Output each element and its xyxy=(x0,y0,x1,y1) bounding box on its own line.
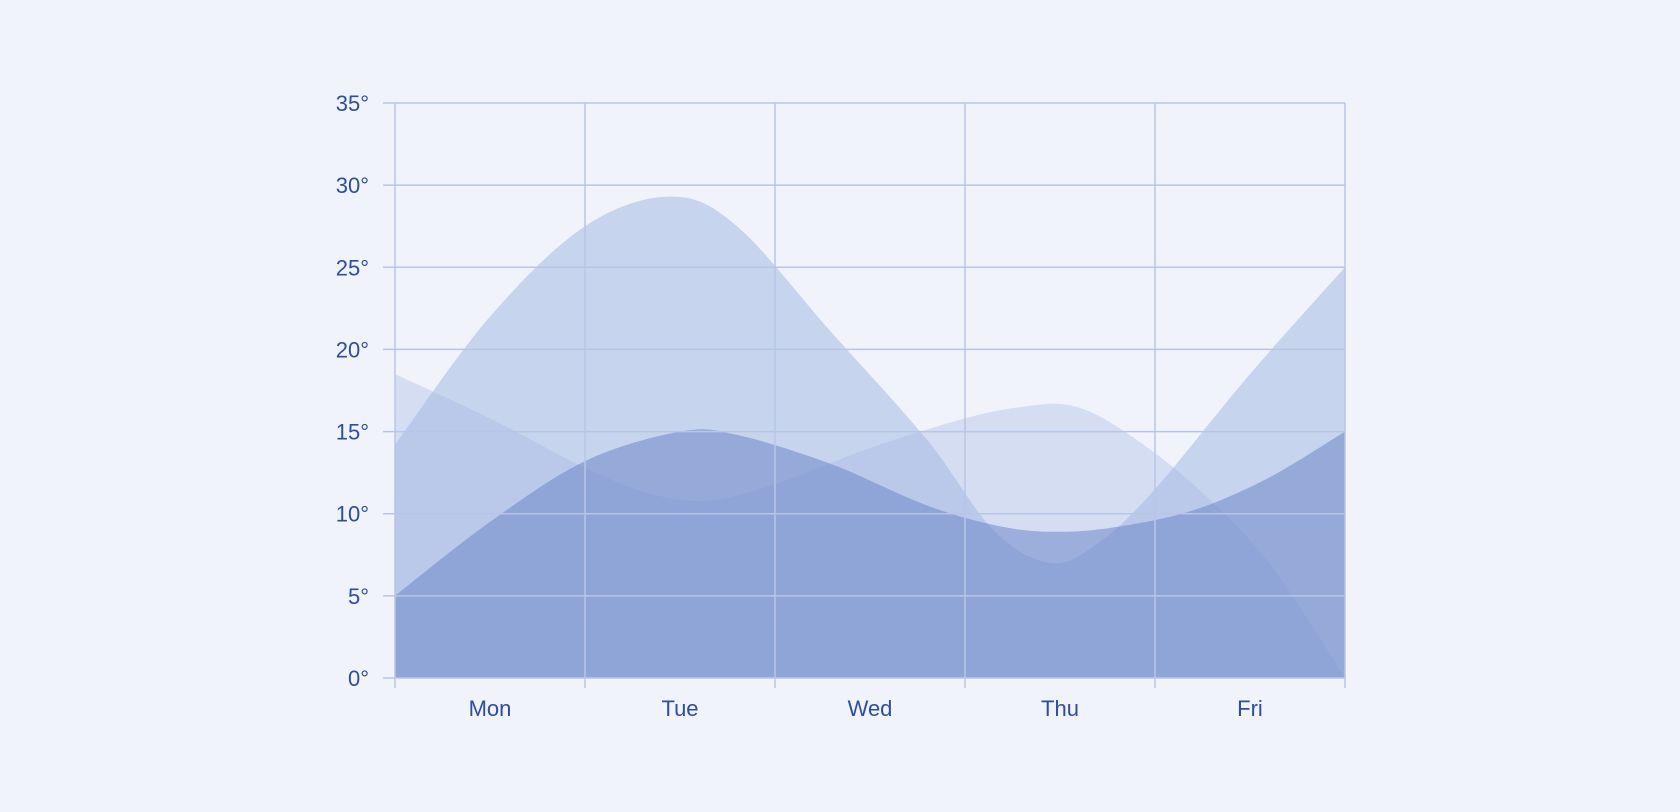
x-tick-label: Wed xyxy=(848,696,893,721)
x-tick-label: Fri xyxy=(1237,696,1263,721)
y-tick-label: 30° xyxy=(336,173,369,198)
y-tick-label: 20° xyxy=(336,337,369,362)
x-tick-label: Thu xyxy=(1041,696,1079,721)
y-tick-label: 25° xyxy=(336,255,369,280)
x-axis-labels: Mon Tue Wed Thu Fri xyxy=(469,696,1263,721)
x-tick-label: Tue xyxy=(661,696,698,721)
chart-grid xyxy=(383,102,1346,688)
y-tick-label: 35° xyxy=(336,91,369,116)
y-tick-label: 10° xyxy=(336,502,369,527)
series-area-3 xyxy=(395,429,1345,678)
y-tick-label: 15° xyxy=(336,420,369,445)
y-tick-label: 5° xyxy=(348,584,369,609)
x-tick-label: Mon xyxy=(469,696,512,721)
y-axis-labels: 0° 5° 10° 15° 20° 25° 30° 35° xyxy=(336,91,369,691)
series-areas xyxy=(395,196,1345,678)
y-tick-label: 0° xyxy=(348,666,369,691)
